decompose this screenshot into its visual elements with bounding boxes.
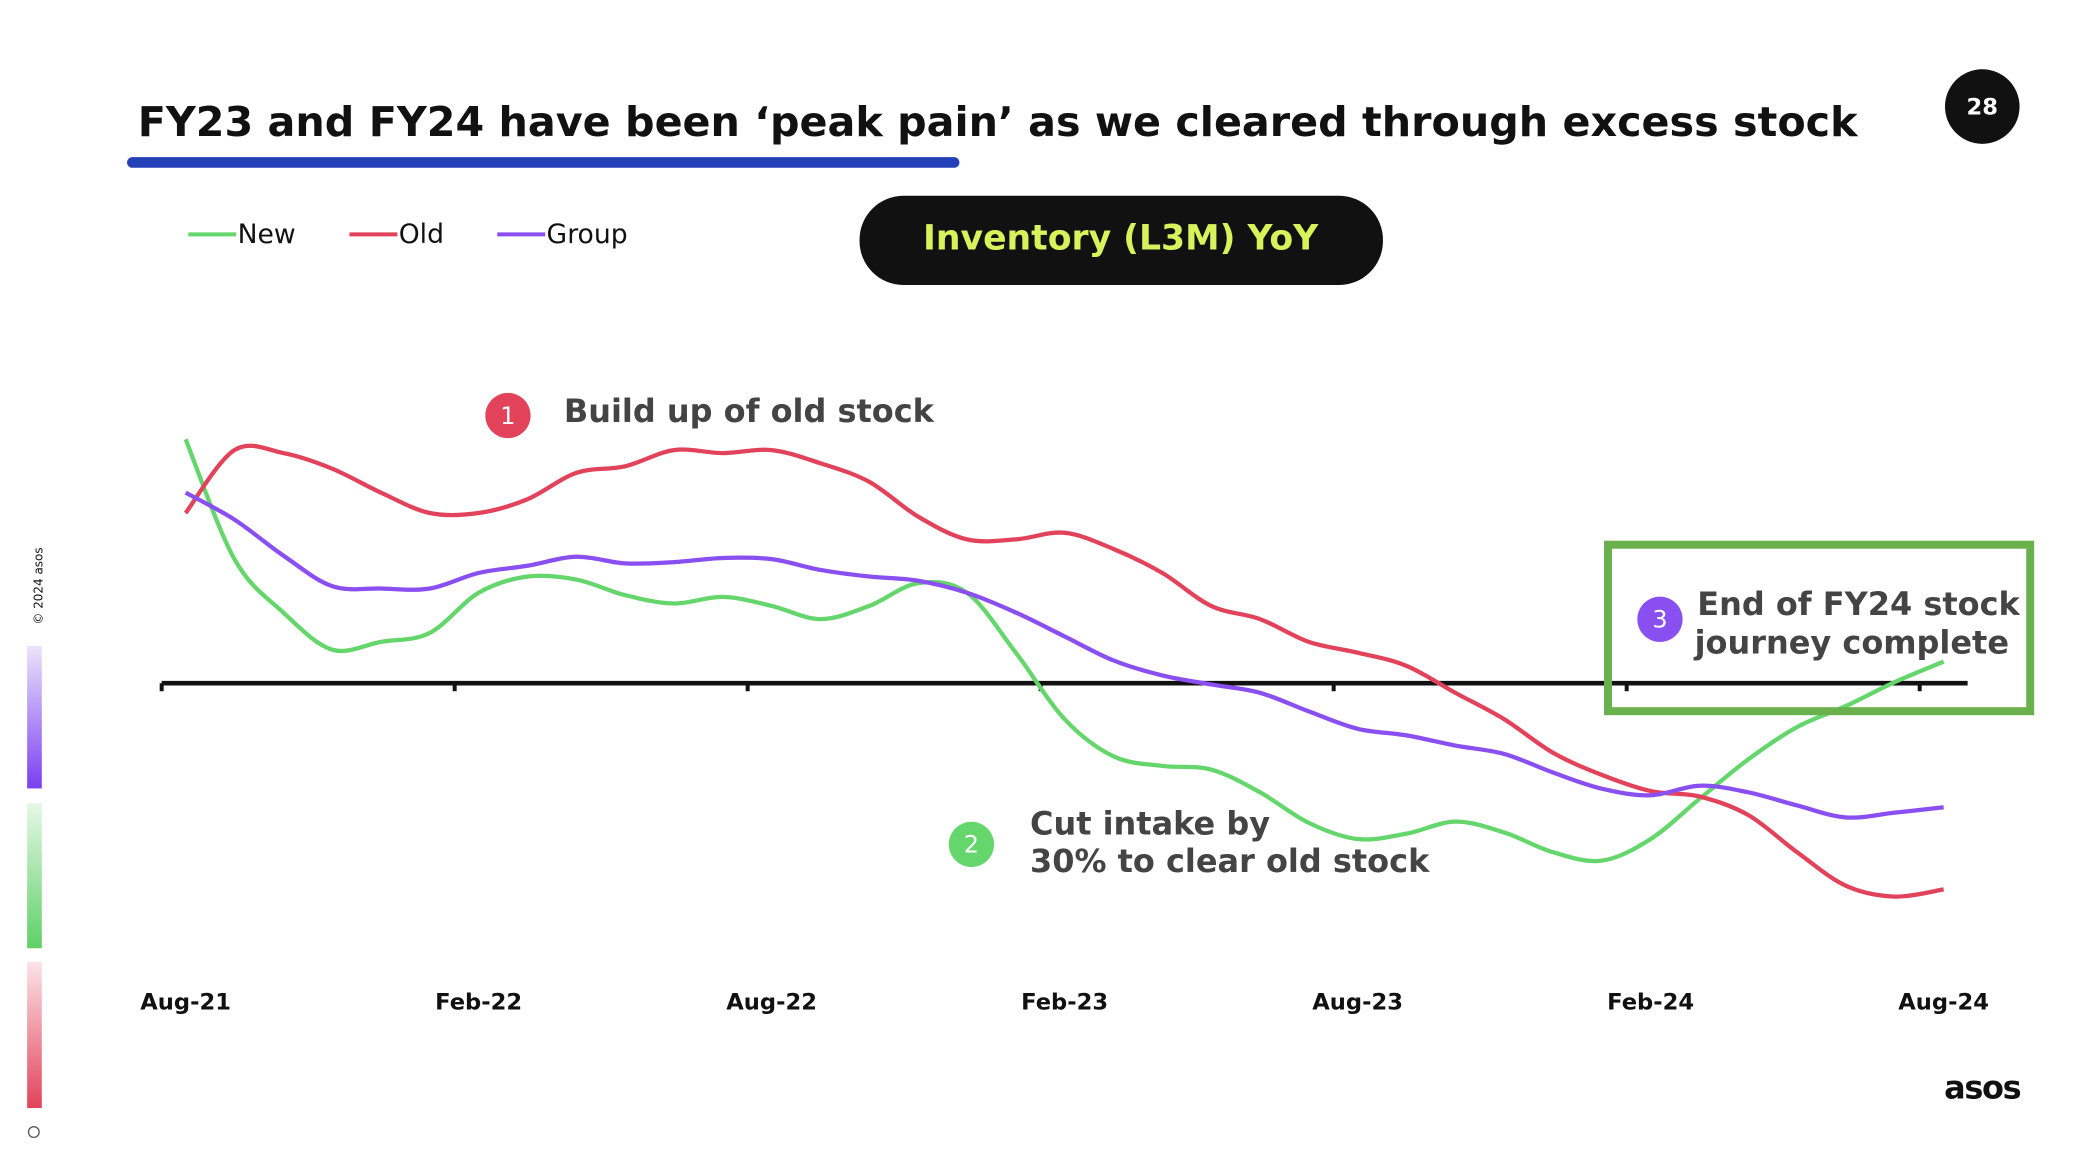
annotation-text: 30% to clear old stock	[1030, 842, 1430, 880]
x-tick-label: Feb-24	[1607, 989, 1694, 1015]
annotation-text: Build up of old stock	[564, 392, 935, 430]
annotation-text: End of FY24 stock	[1697, 585, 2020, 623]
annotation-badge	[1637, 596, 1683, 642]
x-tick-label: Feb-23	[1021, 989, 1108, 1015]
page-badge	[1944, 69, 2020, 144]
page-number: 28	[1967, 94, 1999, 120]
subtitle-pill	[859, 195, 1383, 286]
title-underline	[127, 157, 960, 168]
legend-label: New	[238, 219, 296, 250]
x-tick-label: Aug-22	[726, 989, 817, 1015]
plot: Aug-21 Feb-22 Aug-22 Feb-23 Aug-23 Feb-24 Aug-…	[140, 438, 1989, 1015]
color-strip	[27, 645, 42, 789]
sidebar-text: © 2024 asos	[32, 547, 46, 624]
sidebar-icon	[27, 1126, 40, 1139]
x-tick-label: Aug-21	[140, 989, 231, 1015]
annotation-text: Cut intake by	[1030, 805, 1270, 843]
annotation-number: 2	[964, 831, 979, 859]
legend: New Old Group	[188, 219, 628, 250]
x-tick-label: Aug-23	[1312, 989, 1403, 1015]
annotation-number: 3	[1652, 606, 1667, 634]
annotation-badge	[485, 392, 531, 439]
legend-label: Old	[399, 219, 444, 250]
logo: asos	[1944, 1068, 2021, 1106]
series-line	[184, 490, 1944, 820]
x-tick-label: Aug-24	[1898, 989, 1989, 1015]
annotation-badge	[948, 821, 995, 868]
annotation-number: 1	[500, 402, 515, 430]
series-line	[183, 438, 1945, 864]
color-strip	[27, 803, 42, 949]
annotation-text: journey complete	[1693, 624, 2009, 662]
color-strip	[27, 961, 42, 1109]
legend-label: Group	[547, 219, 628, 250]
highlight-box	[1604, 540, 2035, 716]
x-tick-label: Feb-22	[435, 989, 522, 1015]
chart-subtitle: Inventory (L3M) YoY	[923, 219, 1319, 259]
chart-title: FY23 and FY24 have been ‘peak pain’ as w…	[138, 98, 1859, 146]
series-line	[183, 443, 1944, 899]
